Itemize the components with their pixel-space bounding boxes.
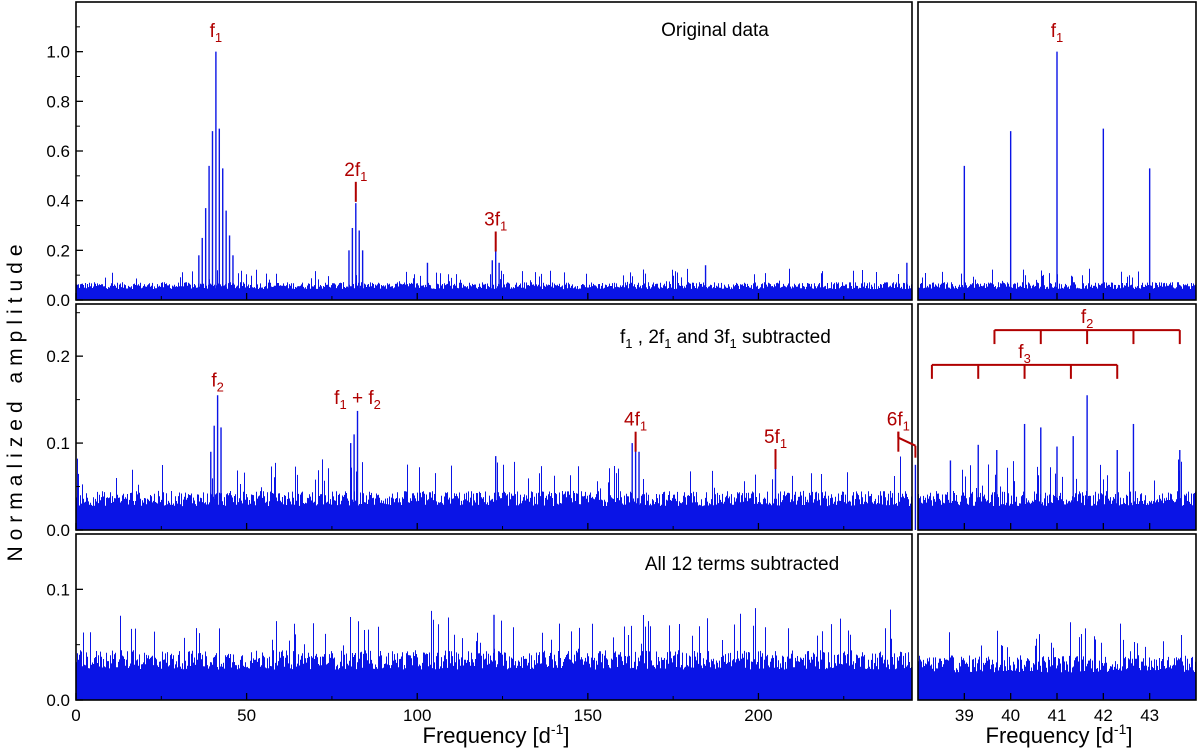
y-tick-label: 0.0	[46, 291, 70, 310]
y-tick-label: 0.8	[46, 92, 70, 111]
peak-annotation: f1	[210, 21, 223, 45]
x-tick-label: 150	[574, 706, 602, 725]
y-tick-label: 0.1	[46, 580, 70, 599]
y-tick-label: 0.1	[46, 434, 70, 453]
panel-right-top: f1	[917, 1, 1197, 301]
peak-annotation: 3f1	[484, 210, 507, 234]
svg-text:Frequency [d-1]: Frequency [d-1]	[986, 721, 1133, 748]
y-tick-label: 0.4	[46, 192, 70, 211]
panel-left-top: 0.0 0.2 0.4 0.6 0.8 1.0 f1 2f1 3f1	[46, 1, 913, 310]
panel-left-bottom: 0.0 0.1 0 50 100 150 200	[46, 533, 913, 725]
peak-annotation: 2f1	[344, 160, 367, 184]
y-tick-label: 0.2	[46, 347, 70, 366]
x-tick-label: 40	[1001, 706, 1020, 725]
noise-floor	[76, 456, 912, 530]
x-tick-label: 43	[1140, 706, 1159, 725]
comb-label: f3	[1018, 342, 1031, 366]
x-tick-label: 100	[403, 706, 431, 725]
peak-annotation: 5f1	[764, 427, 787, 451]
y-tick-label: 1.0	[46, 43, 70, 62]
panel-right-bottom: 39 40 41 42 43	[917, 533, 1197, 725]
annotation-tick	[897, 436, 916, 447]
peak-annotation: f2	[211, 371, 224, 395]
panel-right-middle: f2 f3	[917, 303, 1197, 531]
panel-title-all-subtracted: All 12 terms subtracted	[645, 554, 839, 575]
y-tick-label: 0.0	[46, 521, 70, 540]
x-tick-label: 42	[1094, 706, 1113, 725]
x-axis-label-left: Frequency [d-1]	[423, 721, 570, 748]
peak-annotation: 6f1	[887, 410, 910, 434]
svg-text:Frequency [d-1]: Frequency [d-1]	[423, 721, 570, 748]
x-tick-label: 39	[955, 706, 974, 725]
noise-floor	[918, 622, 1196, 700]
y-axis-label: Normalized amplitude	[4, 238, 27, 561]
panel-title-subtracted: f1 , 2f1 and 3f1 subtracted	[620, 327, 831, 351]
panel-title-original: Original data	[661, 20, 769, 41]
comb-label: f2	[1081, 307, 1094, 331]
x-tick-label: 41	[1048, 706, 1067, 725]
x-axis-label-right: Frequency [d-1]	[986, 721, 1133, 748]
x-tick-label: 200	[744, 706, 772, 725]
svg-text:f1 , 2f1 and 3f1 subtracted: f1 , 2f1 and 3f1 subtracted	[620, 327, 831, 351]
panel-frame	[75, 533, 913, 701]
panel-frame	[75, 1, 913, 301]
plot-layer: 0.0 0.2 0.4 0.6 0.8 1.0 f1 2f1 3f1 0.0 0.1 0.2 f2 f1 …	[46, 1, 1197, 725]
peak-annotation: f1	[1051, 21, 1064, 45]
peak-annotation: f1 + f2	[334, 388, 381, 412]
y-tick-label: 0.2	[46, 241, 70, 260]
panel-left-middle: 0.0 0.1 0.2 f2 f1 + f2 4f1 5f1 6f1	[46, 303, 917, 540]
y-tick-label: 0.6	[46, 142, 70, 161]
y-tick-label: 0.0	[46, 691, 70, 710]
x-tick-label: 0	[71, 706, 80, 725]
panel-frame	[75, 303, 913, 531]
peak-annotation: 4f1	[624, 410, 647, 434]
x-tick-label: 50	[237, 706, 256, 725]
